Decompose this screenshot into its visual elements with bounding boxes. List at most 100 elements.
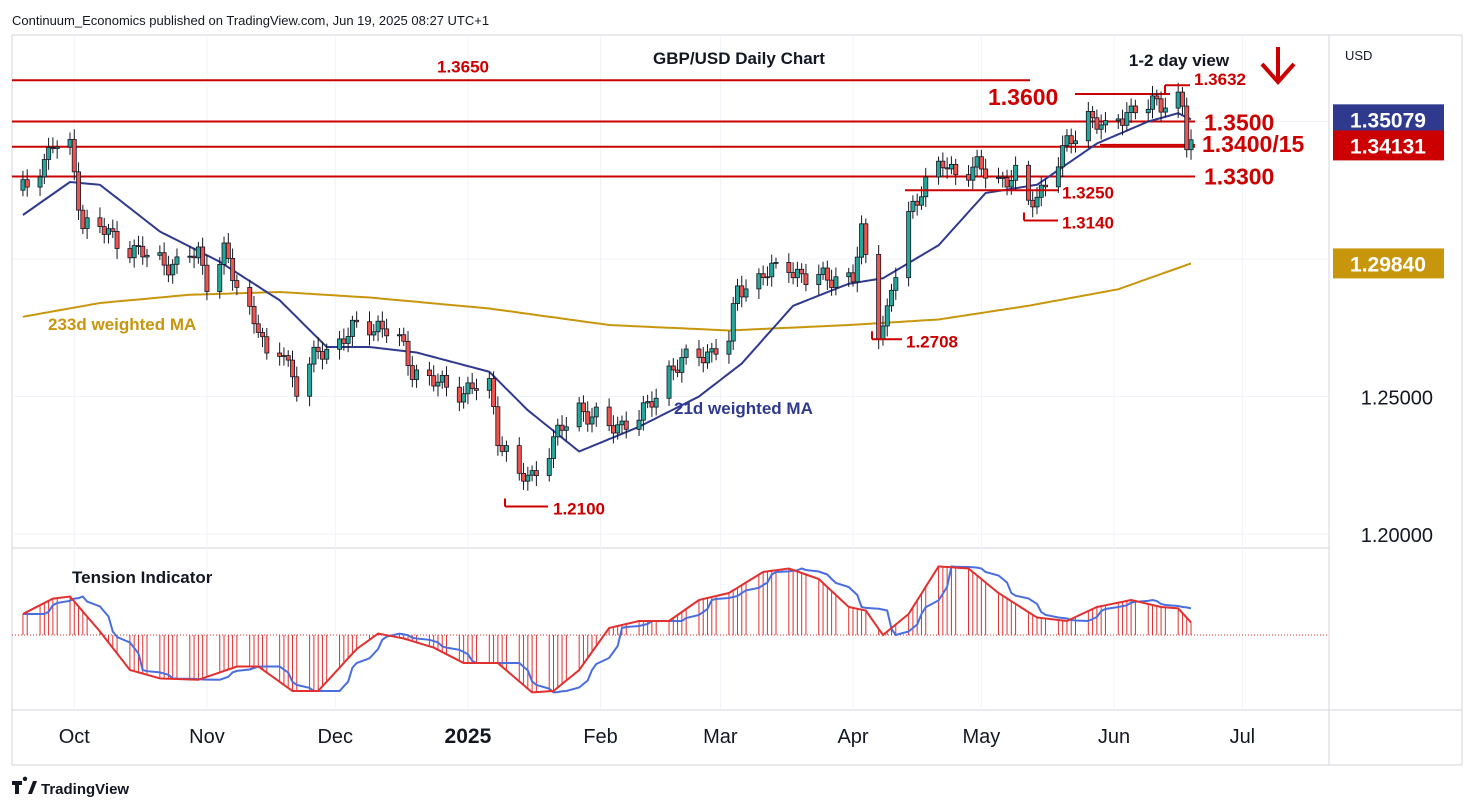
price-badge [1333,104,1444,135]
candle-body [337,338,342,350]
candle-body [709,348,715,353]
candle-body [41,159,47,178]
candle-body [50,147,56,150]
ma233-legend: 233d weighted MA [48,315,196,334]
candle-body [636,419,642,430]
candle-body [354,319,360,323]
candle-body [859,223,864,258]
price-badge-label: 1.29840 [1350,253,1426,276]
candle-body [277,352,283,357]
candle-body [260,332,265,338]
x-tick-label: Feb [583,726,617,748]
candle-body [555,424,561,438]
candle-body [1043,184,1048,188]
price-badge-label: 1.34131 [1350,135,1426,158]
candle-body [713,348,719,355]
price-badge-label: 1.35079 [1350,109,1426,132]
price-axis[interactable]: 1.25000 1.20000 [1361,388,1433,548]
candle-body [290,359,295,378]
candle-body [611,425,616,434]
candle-body [200,246,206,266]
candle-body [983,168,989,179]
candle-body [495,406,501,447]
candle-body [264,336,270,354]
candle-body [970,166,976,181]
candle-body [324,348,330,360]
candle-body [940,160,946,169]
chart-frame [11,34,1463,766]
candle-body [906,211,912,279]
currency-label[interactable]: USD [1345,48,1372,63]
price-badge [1333,130,1444,161]
candle-body [217,263,223,292]
candle-body [67,139,73,148]
candle-body [696,348,702,358]
candle-body [435,381,441,387]
x-tick-label: Nov [189,726,225,748]
x-tick-label: May [962,726,1000,748]
candle-body [953,163,959,176]
time-axis[interactable]: Oct Nov Dec 2025 Feb Mar Apr May Jun Jul [59,725,1255,748]
candle-body [187,255,193,258]
candle-body [1004,177,1010,188]
candle-body [1055,166,1061,188]
candle-body [675,369,680,373]
x-tick-label: Apr [837,726,868,748]
candle-body [914,200,920,206]
candles [20,82,1194,491]
candle-body [799,268,805,275]
candle-body [1094,117,1100,130]
candle-body [726,340,732,355]
candle-body [396,334,402,337]
candle-body [465,382,471,395]
candle-body [816,274,822,286]
level-label: 1.3400/15 [1202,131,1305,157]
candle-body [516,445,522,474]
candle-body [405,340,411,366]
candle-body [765,276,770,279]
candle-body [191,255,197,259]
candle-body [469,382,475,389]
candle-body [444,374,449,388]
candle-body [790,272,796,279]
candle-body [341,338,347,344]
candle-body [1090,111,1096,119]
tradingview-logo[interactable]: TradingView [12,776,129,798]
candle-body [640,402,646,421]
candle-body [1188,139,1194,151]
candle-body [1013,164,1019,181]
candle-body [546,458,552,476]
publisher-line: Continuum_Economics published on Trading… [12,13,489,28]
candle-body [876,253,882,340]
candle-body [1060,145,1066,168]
candle-body [170,263,176,276]
candle-body [936,160,941,178]
tension-signal-line [22,565,1192,694]
candle-body [221,242,227,265]
candle-body [1180,91,1185,107]
candle-body [97,217,103,227]
candle-body [54,146,60,150]
x-tick-label: Dec [317,726,353,748]
candle-body [204,264,210,292]
candle-body [593,406,599,418]
candle-body [367,321,372,336]
candle-body [76,171,81,211]
candle-body [401,334,407,342]
candle-body [144,254,150,258]
candle-body [174,256,180,265]
candle-body [559,424,565,431]
candle-body [80,209,86,229]
candle-body [533,470,539,477]
candle-body [919,196,924,206]
marker-label: 1.3250 [1062,183,1114,202]
candle-body [760,273,766,279]
candle-body [679,357,685,373]
candle-body [974,156,980,168]
marker-label: 1.3140 [1062,214,1114,233]
candle-body [820,267,826,275]
level-label: 1.3300 [1204,164,1274,190]
candle-body [110,228,116,232]
candle-body [345,336,351,344]
candle-body [606,406,612,427]
